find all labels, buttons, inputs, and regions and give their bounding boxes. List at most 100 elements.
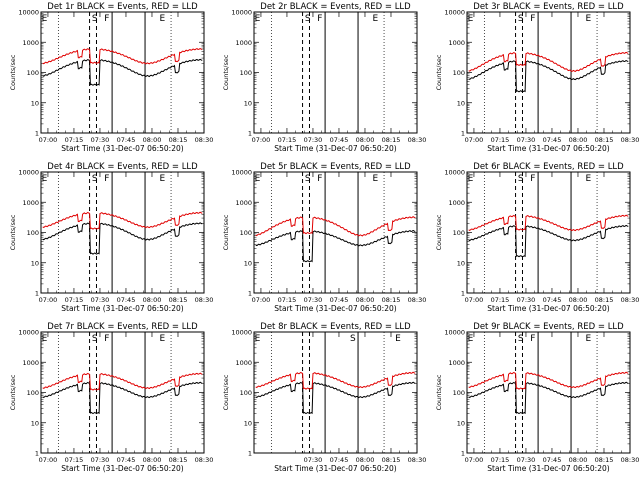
event-marker: S	[92, 334, 98, 344]
x-axis-label: Start Time (31-Dec-07 06:50:20)	[487, 464, 609, 473]
x-tick-label: 07:15	[65, 456, 84, 464]
x-tick-label: 07:15	[65, 136, 84, 144]
x-tick-label: 08:30	[408, 456, 427, 464]
panel-title: Det 1r BLACK = Events, RED = LLD	[47, 2, 198, 12]
plot-frame	[40, 331, 205, 454]
y-axis-label: Counts/sec	[222, 214, 230, 250]
x-tick-label: 08:00	[356, 456, 375, 464]
y-tick-label: 10000	[231, 9, 252, 17]
event-marker: E	[255, 174, 261, 184]
x-tick-label: 08:30	[408, 296, 427, 304]
event-marker: E	[42, 14, 48, 24]
event-marker: E	[373, 174, 379, 184]
x-axis-label: Start Time (31-Dec-07 06:50:20)	[487, 144, 609, 153]
event-marker: F	[530, 174, 535, 184]
x-tick-label: 08:00	[356, 136, 375, 144]
y-tick-label: 10	[244, 259, 252, 267]
event-marker: E	[160, 334, 166, 344]
event-marker: E	[373, 14, 379, 24]
x-tick-label: 07:45	[543, 456, 562, 464]
y-tick-label: 10000	[18, 9, 39, 17]
event-marker: E	[255, 334, 261, 344]
panel-title: Det 2r BLACK = Events, RED = LLD	[260, 2, 411, 12]
x-tick-label: 07:30	[517, 296, 536, 304]
event-marker: S	[305, 14, 311, 24]
event-marker: F	[530, 14, 535, 24]
series-events	[255, 381, 416, 415]
detector-panel-9: Det 9r BLACK = Events, RED = LLD 1 10 100 10…	[435, 322, 639, 473]
y-axis-label: Counts/sec	[9, 374, 17, 410]
y-tick-label: 10	[457, 419, 465, 427]
event-marker: S	[518, 14, 524, 24]
plot-frame	[466, 171, 631, 294]
detector-panel-2: Det 2r BLACK = Events, RED = LLD 1 10 100 10…	[222, 2, 426, 153]
x-tick-label: 07:30	[304, 296, 323, 304]
series-lld	[42, 211, 203, 230]
event-marker: S	[305, 174, 311, 184]
y-tick-label: 10	[31, 419, 39, 427]
x-tick-label: 07:00	[252, 296, 271, 304]
y-tick-label: 10000	[444, 9, 465, 17]
plot-frame	[253, 171, 418, 294]
event-marker: E	[468, 334, 474, 344]
detector-panel-3: Det 3r BLACK = Events, RED = LLD 1 10 100 10…	[435, 2, 639, 153]
x-tick-label: 07:00	[465, 296, 484, 304]
x-tick-label: 07:30	[91, 296, 110, 304]
x-tick-label: 08:00	[143, 456, 162, 464]
y-tick-label: 10000	[444, 169, 465, 177]
panel-title: Det 7r BLACK = Events, RED = LLD	[47, 322, 198, 332]
x-tick-label: 08:30	[621, 296, 640, 304]
event-marker: E	[586, 14, 592, 24]
event-marker: F	[104, 174, 109, 184]
x-tick-label: 07:15	[278, 296, 297, 304]
y-tick-label: 100	[453, 229, 465, 237]
y-tick-label: 1	[248, 130, 252, 138]
y-tick-label: 1000	[22, 39, 39, 47]
y-tick-label: 1	[35, 290, 39, 298]
x-tick-label: 08:30	[195, 136, 214, 144]
x-tick-label: 07:30	[91, 136, 110, 144]
y-tick-label: 100	[240, 389, 252, 397]
detector-panel-7: Det 7r BLACK = Events, RED = LLD 1 10 100 10…	[9, 322, 213, 473]
x-tick-label: 07:15	[491, 136, 510, 144]
event-marker: F	[104, 334, 109, 344]
event-marker: E	[468, 174, 474, 184]
x-tick-label: 07:15	[491, 456, 510, 464]
x-tick-label: 07:30	[304, 456, 323, 464]
y-tick-label: 100	[27, 389, 39, 397]
y-axis-label: Counts/sec	[435, 54, 443, 90]
event-marker: S	[518, 174, 524, 184]
x-axis-label: Start Time (31-Dec-07 06:50:20)	[61, 464, 183, 473]
x-tick-label: 08:00	[569, 136, 588, 144]
panel-title: Det 5r BLACK = Events, RED = LLD	[260, 162, 411, 172]
y-tick-label: 100	[453, 389, 465, 397]
panel-title: Det 4r BLACK = Events, RED = LLD	[47, 162, 198, 172]
series-lld	[468, 371, 629, 390]
series-events	[255, 229, 416, 263]
y-tick-label: 10	[31, 99, 39, 107]
x-tick-label: 07:00	[465, 456, 484, 464]
y-tick-label: 1000	[235, 199, 252, 207]
x-tick-label: 07:00	[39, 296, 58, 304]
panel-title: Det 9r BLACK = Events, RED = LLD	[473, 322, 624, 332]
y-tick-label: 1000	[448, 199, 465, 207]
x-tick-label: 07:00	[465, 136, 484, 144]
x-tick-label: 08:15	[595, 296, 614, 304]
x-tick-label: 08:15	[382, 456, 401, 464]
x-tick-label: 08:30	[408, 136, 427, 144]
x-axis-label: Start Time (31-Dec-07 06:50:20)	[61, 144, 183, 153]
y-tick-label: 1	[35, 450, 39, 458]
plot-frame	[253, 331, 418, 454]
event-marker: E	[586, 174, 592, 184]
y-tick-label: 1	[461, 290, 465, 298]
y-tick-label: 1000	[448, 39, 465, 47]
y-tick-label: 1000	[448, 359, 465, 367]
panel-title: Det 6r BLACK = Events, RED = LLD	[473, 162, 624, 172]
y-tick-label: 1000	[22, 359, 39, 367]
x-tick-label: 07:30	[517, 136, 536, 144]
y-tick-label: 100	[453, 69, 465, 77]
plot-frame	[40, 171, 205, 294]
event-marker: F	[530, 334, 535, 344]
x-tick-label: 08:15	[595, 136, 614, 144]
detector-panel-1: Det 1r BLACK = Events, RED = LLD 1 10 100 10…	[9, 2, 213, 153]
